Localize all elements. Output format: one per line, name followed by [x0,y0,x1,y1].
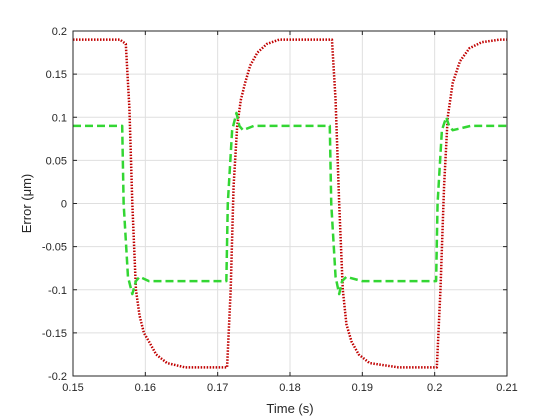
x-tick-label: 0.18 [279,382,300,394]
x-tick-label: 0.17 [207,382,228,394]
y-tick-label: 0.15 [46,69,67,81]
x-tick-label: 0.19 [352,382,373,394]
y-tick-label: 0.2 [52,26,67,38]
y-tick-label: -0.2 [48,371,67,383]
y-tick-label: -0.05 [42,242,67,254]
x-tick-label: 0.21 [496,382,517,394]
x-tick-label: 0.2 [427,382,442,394]
y-axis-label: Error (μm) [19,174,34,233]
dashed-green-error-line [73,111,507,296]
y-tick-label: 0 [61,199,67,211]
x-tick-label: 0.16 [135,382,156,394]
y-tick-label: -0.1 [48,285,67,297]
y-tick-label: 0.1 [52,112,67,124]
x-tick-label: 0.15 [62,382,83,394]
dotted-red-error-line [73,38,507,369]
x-axis-label: Time (s) [266,401,313,416]
axis-ticks: 0.15 0.16 0.17 0.18 0.19 0.2 0.21 -0.2 -0.15 -0.1… [42,26,518,394]
y-tick-label: 0.05 [46,155,67,167]
y-tick-label: -0.15 [42,328,67,340]
data-series [73,38,507,369]
